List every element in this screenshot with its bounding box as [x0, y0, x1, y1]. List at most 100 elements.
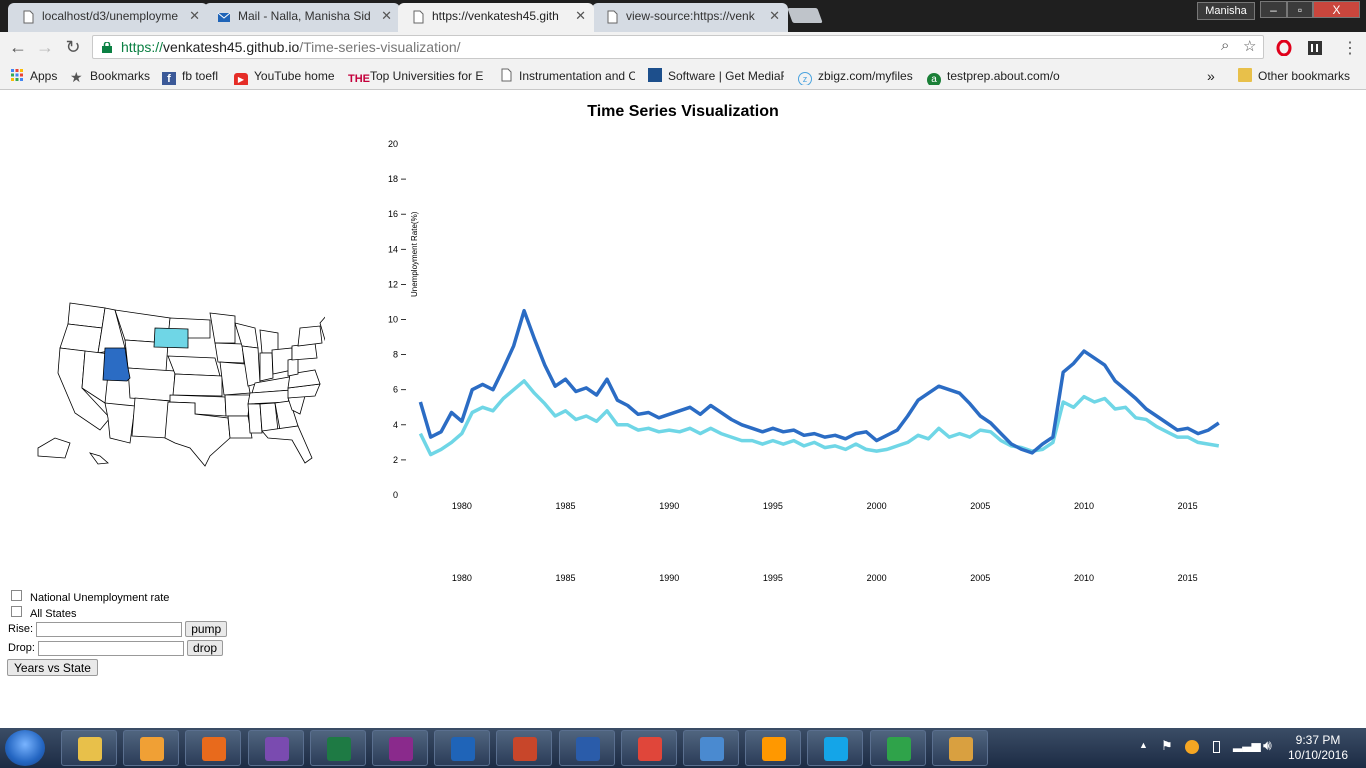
address-bar[interactable]: https://venkatesh45.github.io/Time-serie… — [92, 35, 1264, 59]
tab-localhost[interactable]: localhost/d3/unemployme ✕ — [8, 3, 208, 32]
taskbar-app-visual-studio[interactable] — [247, 730, 304, 766]
new-tab-button[interactable] — [787, 8, 823, 23]
bookmark-mediafire[interactable]: Software | Get MediaF — [648, 67, 784, 85]
start-button[interactable] — [5, 730, 45, 766]
state-louisiana[interactable] — [227, 415, 253, 439]
close-icon[interactable]: ✕ — [575, 8, 586, 23]
state-kansas[interactable] — [172, 373, 223, 397]
state-west-virginia[interactable] — [287, 357, 299, 377]
profile-button[interactable]: Manisha — [1197, 2, 1255, 20]
state-arkansas[interactable] — [224, 394, 251, 417]
state-new-mexico[interactable] — [131, 397, 171, 439]
rise-input[interactable] — [36, 621, 183, 637]
flag-icon[interactable]: ⚑ — [1161, 738, 1173, 753]
drop-input[interactable] — [37, 640, 184, 656]
state-new-england[interactable] — [319, 308, 325, 341]
taskbar-app-wordpad[interactable] — [683, 730, 739, 766]
state-nebraska[interactable] — [167, 355, 221, 377]
tab-mail[interactable]: Mail - Nalla, Manisha Sid ✕ — [204, 3, 400, 32]
taskbar-app-sublime[interactable] — [745, 730, 802, 766]
bookmarks-overflow-button[interactable]: » — [1207, 68, 1215, 84]
about-icon: a — [927, 73, 941, 85]
forward-arrow-icon[interactable]: → — [36, 37, 54, 57]
taskbar-app-paint[interactable] — [931, 730, 988, 766]
drop-button[interactable]: drop — [187, 640, 224, 656]
taskbar-app-onenote[interactable] — [372, 730, 428, 766]
state-utah[interactable] — [102, 347, 131, 382]
taskbar-app-outlook[interactable] — [434, 730, 491, 766]
state-minnesota[interactable] — [209, 312, 236, 344]
extension-icon[interactable] — [1307, 40, 1323, 56]
zoom-icon[interactable]: ⌕ — [1221, 37, 1230, 54]
taskbar-app-explorer[interactable] — [61, 730, 117, 766]
opera-icon[interactable] — [1276, 40, 1292, 56]
menu-icon[interactable]: ⋮ — [1342, 40, 1358, 57]
taskbar-app-media[interactable] — [123, 730, 180, 766]
pump-button[interactable]: pump — [185, 621, 228, 637]
onenote-icon — [389, 737, 413, 761]
state-indiana[interactable] — [259, 352, 274, 382]
state-alaska[interactable] — [37, 437, 71, 459]
sublime-icon — [762, 737, 787, 761]
battery-icon[interactable] — [1213, 741, 1220, 753]
all-states-row: All States — [11, 606, 76, 620]
close-icon[interactable]: ✕ — [189, 8, 200, 23]
page-icon — [413, 10, 424, 24]
bookmark-youtube[interactable]: ▶ YouTube home — [234, 67, 342, 85]
tab-title: view-source:https://venk — [626, 9, 755, 23]
bookmark-bookmarks[interactable]: ★ Bookmarks — [70, 69, 151, 85]
close-window-button[interactable]: X — [1313, 1, 1360, 18]
bookmark-zbigz[interactable]: z zbigz.com/myfiles — [798, 67, 918, 85]
volume-icon[interactable]: 🔊︎ — [1263, 737, 1272, 753]
taskbar-app-powerpoint[interactable] — [496, 730, 553, 766]
star-icon: ★ — [70, 69, 83, 85]
state-washington[interactable] — [67, 302, 106, 329]
tab-time-series[interactable]: https://venkatesh45.gith ✕ — [398, 3, 594, 32]
minimize-button[interactable]: – — [1260, 1, 1287, 18]
reload-icon[interactable]: ↻ — [65, 37, 81, 57]
mail-icon — [217, 12, 231, 22]
bookmark-fb-toefl[interactable]: f fb toefl — [162, 67, 228, 85]
clock[interactable]: 9:37 PM 10/10/2016 — [1283, 733, 1353, 763]
state-south-dakota[interactable] — [153, 327, 189, 349]
series-line[interactable] — [418, 379, 1220, 457]
taskbar-app-firefox[interactable] — [185, 730, 242, 766]
star-icon[interactable]: ☆ — [1243, 38, 1257, 55]
state-florida[interactable] — [261, 425, 313, 464]
state-mississippi[interactable] — [247, 403, 263, 434]
taskbar-app-excel[interactable] — [309, 730, 366, 766]
state-colorado[interactable] — [127, 367, 176, 402]
series-line[interactable] — [418, 308, 1220, 455]
national-checkbox[interactable] — [11, 590, 22, 601]
state-texas[interactable] — [164, 401, 231, 467]
state-new-york[interactable] — [297, 325, 323, 347]
national-row: National Unemployment rate — [11, 590, 169, 604]
excel-icon — [326, 737, 351, 761]
back-arrow-icon[interactable]: ← — [9, 37, 27, 57]
series-group — [418, 308, 1220, 457]
state-iowa[interactable] — [214, 342, 245, 364]
years-vs-state-button[interactable]: Years vs State — [7, 659, 98, 676]
other-bookmarks[interactable]: Other bookmarks — [1238, 67, 1358, 85]
bookmark-top-universities[interactable]: THETop Universities for Er — [348, 69, 484, 85]
maximize-button[interactable]: ▫ — [1287, 1, 1313, 18]
all-states-checkbox[interactable] — [11, 606, 22, 617]
tab-view-source[interactable]: view-source:https://venk ✕ — [592, 3, 788, 32]
taskbar-app-skype[interactable] — [807, 730, 864, 766]
state-alabama[interactable] — [259, 402, 279, 432]
bookmark-apps[interactable]: Apps — [10, 67, 64, 85]
state-hawaii[interactable] — [88, 452, 109, 465]
bookmark-testprep[interactable]: a testprep.about.com/o — [927, 67, 1065, 85]
url-text[interactable]: https://venkatesh45.github.io/Time-serie… — [121, 39, 461, 55]
tray-arrow-icon[interactable]: ▲ — [1139, 740, 1148, 750]
state-arizona[interactable] — [104, 402, 136, 444]
close-icon[interactable]: ✕ — [381, 8, 392, 23]
taskbar-app-security[interactable] — [869, 730, 926, 766]
x-tick-label-context: 1980 — [452, 573, 472, 583]
signal-icon[interactable]: ▂▃▅ — [1233, 738, 1261, 752]
taskbar-app-word[interactable] — [558, 730, 615, 766]
close-icon[interactable]: ✕ — [769, 8, 780, 23]
bookmark-instrumentation[interactable]: Instrumentation and C — [499, 67, 635, 85]
taskbar-app-chrome[interactable] — [620, 730, 677, 766]
update-icon[interactable] — [1185, 740, 1199, 754]
